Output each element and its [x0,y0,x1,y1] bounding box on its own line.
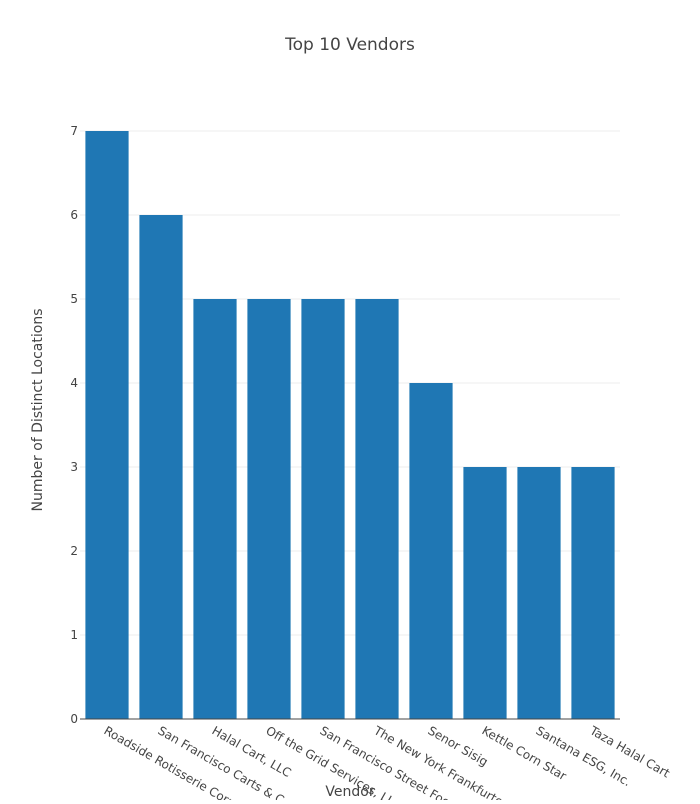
bar[interactable] [355,299,399,719]
bar[interactable] [409,383,453,719]
y-tick-label: 1 [70,628,78,642]
chart-title: Top 10 Vendors [284,35,415,55]
bar[interactable] [247,299,291,719]
bars [85,131,615,719]
bar[interactable] [301,299,345,719]
y-tick-labels: 0 1 2 3 4 5 6 7 [70,124,78,726]
y-tick-label: 6 [70,208,78,222]
y-tick-label: 0 [70,712,78,726]
x-tick-label: Santana ESG, Inc. [534,723,634,789]
bar[interactable] [517,467,561,719]
bar[interactable] [193,299,237,719]
y-tick-label: 4 [70,376,78,390]
y-tick-label: 3 [70,460,78,474]
bar[interactable] [85,131,129,719]
x-axis-title: Vendor [325,784,374,800]
y-tick-label: 2 [70,544,78,558]
bar[interactable] [139,215,183,719]
y-tick-label: 5 [70,292,78,306]
y-axis-title: Number of Distinct Locations [30,309,46,512]
bar[interactable] [571,467,615,719]
bar[interactable] [463,467,507,719]
y-tick-label: 7 [70,124,78,138]
